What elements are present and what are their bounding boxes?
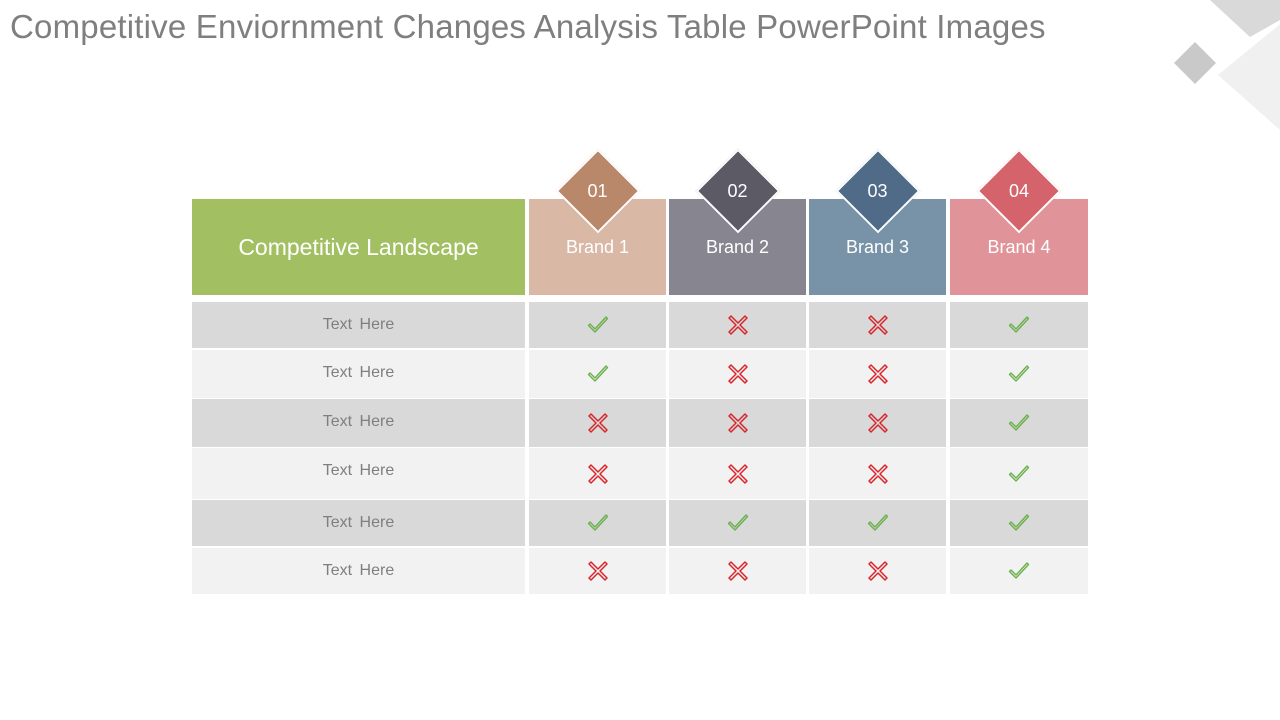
row-label: Text Here [192, 548, 525, 594]
table-cell-check [669, 500, 806, 546]
check-icon [587, 514, 608, 531]
brand-name: Brand 4 [987, 236, 1051, 257]
check-icon [1008, 562, 1030, 579]
table-cell-cross [669, 399, 806, 447]
table-cell-cross [809, 399, 946, 447]
cross-icon [867, 463, 888, 484]
cross-icon [867, 561, 888, 581]
competitive-landscape-header: Competitive Landscape [192, 199, 525, 295]
row-label: Text Here [192, 302, 525, 348]
cross-icon [727, 561, 748, 581]
row-label: Text Here [192, 500, 525, 546]
brand-number: 03 [867, 181, 888, 201]
slide-title: Competitive Enviornment Changes Analysis… [10, 8, 1046, 45]
table-cell-cross [529, 548, 666, 594]
cross-icon [867, 364, 888, 384]
cross-icon [727, 413, 748, 433]
check-icon [587, 316, 608, 333]
check-icon [1008, 514, 1030, 531]
check-icon [587, 365, 608, 382]
brand-number: 02 [727, 181, 748, 201]
row-label: Text Here [192, 399, 525, 447]
brand-name: Brand 2 [705, 236, 770, 257]
table-cell-cross [529, 399, 666, 447]
row-label: Text Here [192, 448, 525, 499]
check-icon [1008, 316, 1030, 333]
cross-icon [727, 463, 748, 484]
table-cell-check [950, 399, 1088, 447]
table-cell-check [529, 302, 666, 348]
check-icon [867, 514, 888, 531]
table-cell-check [809, 500, 946, 546]
table-cell-check [950, 548, 1088, 594]
check-icon [727, 514, 748, 531]
table-cell-cross [669, 548, 806, 594]
table-cell-check [950, 500, 1088, 546]
table-cell-check [529, 350, 666, 398]
cross-icon [727, 315, 748, 335]
cross-icon [587, 413, 608, 433]
check-icon [1008, 414, 1030, 431]
cross-icon [587, 463, 608, 484]
table-cell-cross [669, 448, 806, 499]
cross-icon [867, 315, 888, 335]
cross-icon [867, 413, 888, 433]
row-label: Text Here [192, 350, 525, 398]
table-cell-check [950, 302, 1088, 348]
table-cell-check [529, 500, 666, 546]
table-cell-cross [809, 302, 946, 348]
table-cell-cross [529, 448, 666, 499]
cross-icon [727, 364, 748, 384]
table-cell-cross [669, 350, 806, 398]
cross-icon [587, 561, 608, 581]
table-cell-cross [669, 302, 806, 348]
brand-number: 01 [587, 181, 608, 201]
brand-name: Brand 3 [845, 236, 910, 257]
table-cell-cross [809, 548, 946, 594]
corner-decoration [1174, 0, 1280, 130]
brand-number: 04 [1008, 181, 1030, 201]
table-cell-cross [809, 350, 946, 398]
competitive-landscape-label: Competitive Landscape [238, 233, 479, 260]
brand-name: Brand 1 [565, 236, 630, 257]
table-cell-check [950, 350, 1088, 398]
table-cell-cross [809, 448, 946, 499]
brand-header-2: Brand 2 [669, 199, 806, 295]
check-icon [1008, 365, 1030, 382]
table-cell-check [950, 448, 1088, 499]
check-icon [1008, 464, 1030, 482]
